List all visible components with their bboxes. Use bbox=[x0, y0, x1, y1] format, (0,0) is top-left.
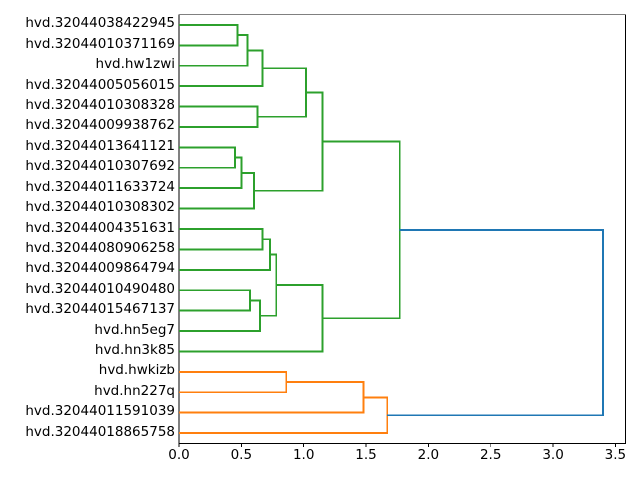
leaf-label: hvd.hw1zwi bbox=[95, 56, 175, 73]
leaf-label: hvd.32044009938762 bbox=[25, 117, 175, 134]
dendrogram-link-merge-green-root bbox=[322, 140, 401, 320]
x-tick-label: 3.0 bbox=[542, 447, 564, 463]
leaf-label: hvd.hn227q bbox=[94, 382, 175, 399]
dendrogram-link-merge-78-9 bbox=[179, 156, 243, 190]
leaf-label: hvd.32044018865758 bbox=[25, 423, 175, 440]
dendrogram-link-merge-1234-56 bbox=[257, 67, 308, 118]
leaf-label: hvd.32044011591039 bbox=[25, 403, 175, 420]
leaf-label: hvd.32044010371169 bbox=[25, 35, 175, 52]
dendrogram-link-merge-123-4 bbox=[179, 49, 264, 88]
x-tick-label: 0.5 bbox=[230, 447, 253, 463]
leaf-label: hvd.32044005056015 bbox=[25, 76, 175, 93]
dendrogram-link-merge-7-8 bbox=[179, 146, 237, 169]
leaf-label: hvd.32044004351631 bbox=[25, 219, 175, 236]
dendrogram-link-root-link bbox=[387, 229, 604, 417]
leaf-label: hvd.32044010308328 bbox=[25, 97, 175, 114]
dendrogram-link-merge-18-19 bbox=[179, 370, 288, 394]
dendrogram-link-merge-1112-13 bbox=[179, 238, 271, 271]
leaf-label: hvd.32044080906258 bbox=[25, 239, 175, 256]
leaf-label: hvd.32044010307692 bbox=[25, 158, 175, 175]
x-tick-label: 2.5 bbox=[479, 447, 502, 463]
leaf-label: hvd.32044010308302 bbox=[25, 199, 175, 216]
leaf-label: hvd.hn3k85 bbox=[94, 341, 175, 358]
leaf-label: hvd.32044038422945 bbox=[25, 15, 175, 32]
dendrogram-link-merge-1to6-7to10 bbox=[253, 91, 324, 192]
leaf-label: hvd.32044009864794 bbox=[25, 260, 175, 277]
dendrogram-link-merge-5-6 bbox=[179, 105, 259, 128]
x-tick-label: 3.5 bbox=[604, 447, 627, 463]
leaf-label: hvd.32044013641121 bbox=[25, 137, 175, 154]
leaf-label: hvd.hn5eg7 bbox=[94, 321, 175, 338]
dendrogram-link-merge-11to13-14to16 bbox=[260, 253, 278, 317]
dendrogram-link-merge-11-12 bbox=[179, 228, 264, 251]
x-tick-label: 2.0 bbox=[417, 447, 440, 463]
x-tick-label: 1.0 bbox=[292, 447, 315, 463]
leaf-label: hvd.32044010490480 bbox=[25, 280, 175, 297]
leaf-label: hvd.32044015467137 bbox=[25, 301, 175, 318]
dendrogram-link-merge-12-3 bbox=[179, 34, 249, 67]
dendrogram-link-merge-789-10 bbox=[179, 171, 255, 210]
dendrogram-link-merge-orange-root bbox=[179, 396, 389, 435]
dendrogram-link-merge-1415-16 bbox=[179, 299, 261, 332]
x-tick-label: 0.0 bbox=[168, 447, 190, 463]
leaf-label: hvd.32044011633724 bbox=[25, 178, 175, 195]
dendrogram-link-merge-1819-20 bbox=[179, 381, 365, 414]
dendrogram-link-merge-1-2 bbox=[179, 23, 239, 47]
x-tick-label: 1.5 bbox=[355, 447, 377, 463]
dendrogram-link-merge-14-15 bbox=[179, 289, 252, 312]
leaf-label: hvd.hwkizb bbox=[98, 362, 175, 379]
